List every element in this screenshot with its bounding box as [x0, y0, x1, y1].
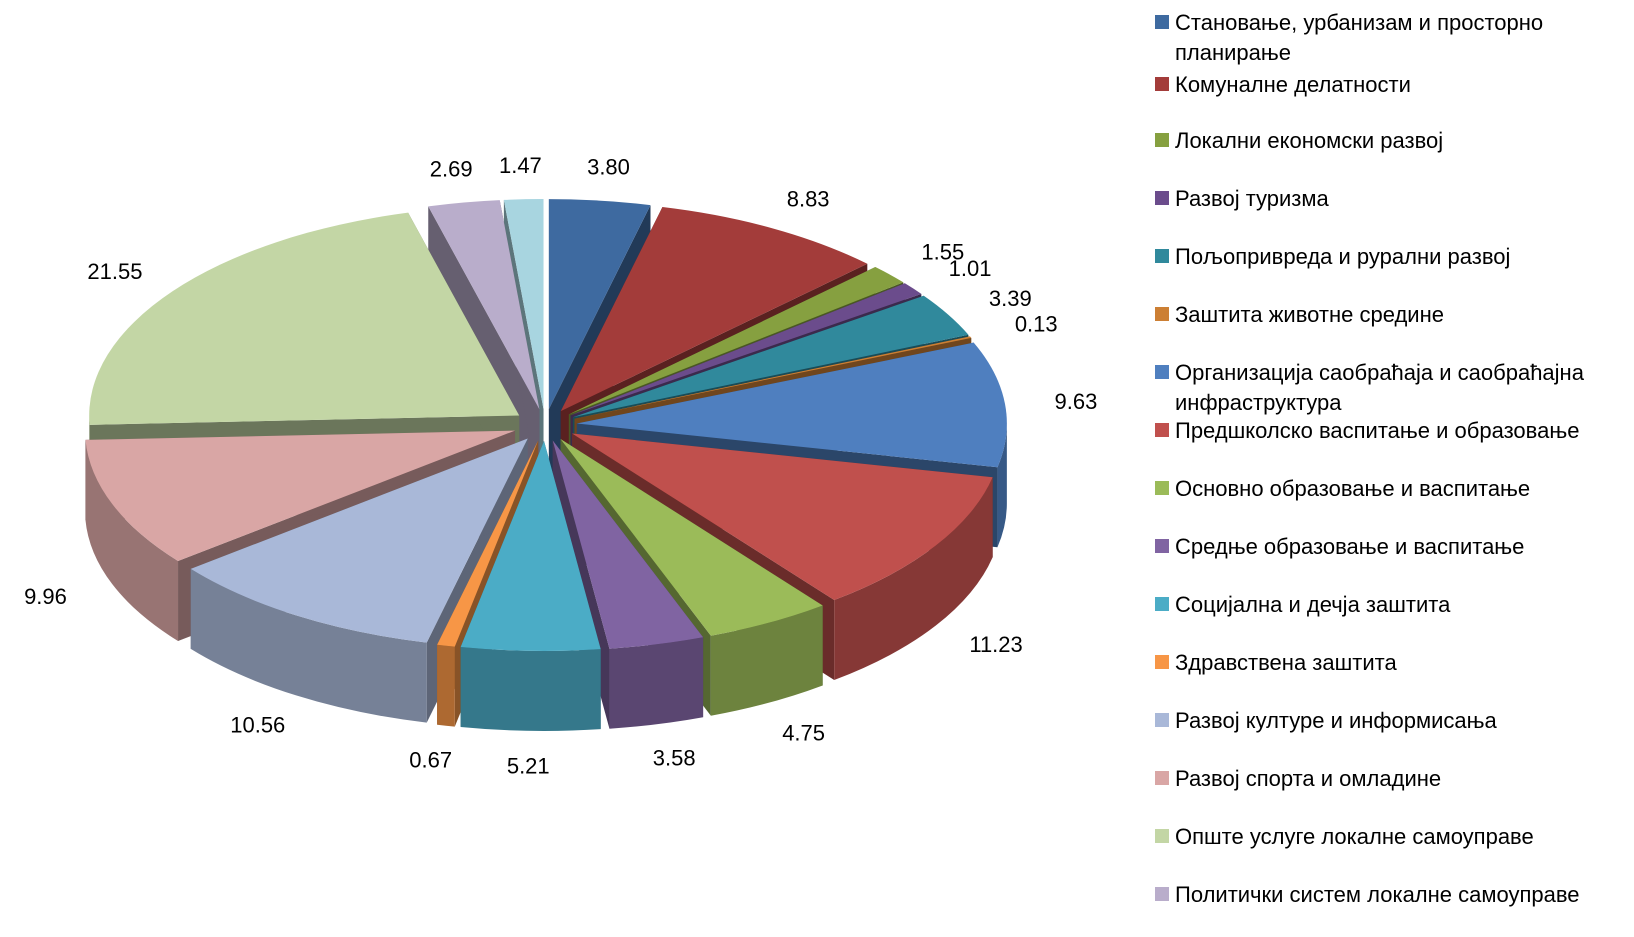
- legend-item: Организација саобраћаја и саобраћајна ин…: [1155, 358, 1625, 418]
- data-label-0: 3.80: [587, 154, 630, 179]
- legend-label: Развој културе и информисања: [1175, 706, 1497, 736]
- legend-label: Развој спорта и омладине: [1175, 764, 1441, 794]
- legend-swatch: [1155, 15, 1169, 29]
- legend-label: Локални економски развој: [1175, 126, 1443, 156]
- pie-chart: 3.80 8.83 1.55 1.01 3.39 0.13 9.63 11.23 4.75 3.5…: [0, 0, 1140, 937]
- legend-label: Основно образовање и васпитање: [1175, 474, 1530, 504]
- legend-item: Основно образовање и васпитање: [1155, 474, 1625, 504]
- legend-swatch: [1155, 829, 1169, 843]
- legend-swatch: [1155, 307, 1169, 321]
- data-label-4: 3.39: [989, 286, 1032, 311]
- data-label-6: 9.63: [1054, 389, 1097, 414]
- legend-item: Развој спорта и омладине: [1155, 764, 1625, 794]
- legend-item: Социјална и дечја заштита: [1155, 590, 1625, 620]
- legend-swatch: [1155, 655, 1169, 669]
- legend-swatch: [1155, 77, 1169, 91]
- data-label-8: 4.75: [782, 721, 825, 746]
- legend-swatch: [1155, 481, 1169, 495]
- pie-chart-svg: 3.808.831.551.013.390.139.6311.234.753.5…: [0, 0, 1140, 937]
- legend-label: Комуналне делатности: [1175, 70, 1411, 100]
- legend-item: Развој туризма: [1155, 184, 1625, 214]
- data-label-7: 11.23: [969, 632, 1022, 657]
- legend-swatch: [1155, 133, 1169, 147]
- legend-label: Здравствена заштита: [1175, 648, 1397, 678]
- legend-item: Предшколско васпитање и образовање: [1155, 416, 1625, 446]
- legend-item: Пољопривреда и рурални развој: [1155, 242, 1625, 272]
- legend-label: Заштита животне средине: [1175, 300, 1444, 330]
- legend-label: Политички систем локалне самоуправе: [1175, 880, 1580, 910]
- legend-swatch: [1155, 365, 1169, 379]
- legend-label: Социјална и дечја заштита: [1175, 590, 1450, 620]
- data-label-10: 5.21: [507, 753, 550, 778]
- data-label-5: 0.13: [1015, 312, 1058, 337]
- legend-swatch: [1155, 249, 1169, 263]
- data-label-13: 9.96: [24, 584, 67, 609]
- legend-item: Опште услуге локалне самоуправе: [1155, 822, 1625, 852]
- legend-label: Предшколско васпитање и образовање: [1175, 416, 1579, 446]
- legend-swatch: [1155, 539, 1169, 553]
- legend-item: Локални економски развој: [1155, 126, 1625, 156]
- data-label-14: 21.55: [87, 259, 142, 284]
- legend-item: Политички систем локалне самоуправе: [1155, 880, 1625, 910]
- legend-label: Опште услуге локалне самоуправе: [1175, 822, 1534, 852]
- data-label-3: 1.01: [949, 256, 992, 281]
- legend-item: Развој културе и информисања: [1155, 706, 1625, 736]
- legend-swatch: [1155, 597, 1169, 611]
- data-label-12: 10.56: [230, 712, 285, 737]
- legend-label: Пољопривреда и рурални развој: [1175, 242, 1510, 272]
- legend-swatch: [1155, 423, 1169, 437]
- legend-swatch: [1155, 771, 1169, 785]
- data-label-16: 1.47: [499, 153, 542, 178]
- legend-item: Заштита животне средине: [1155, 300, 1625, 330]
- data-label-9: 3.58: [653, 746, 696, 771]
- legend-swatch: [1155, 887, 1169, 901]
- legend-item: Здравствена заштита: [1155, 648, 1625, 678]
- legend-label: Становање, урбанизам и просторно планира…: [1175, 8, 1625, 68]
- legend-item: Становање, урбанизам и просторно планира…: [1155, 8, 1625, 68]
- data-label-1: 8.83: [787, 187, 830, 212]
- legend-label: Средње образовање и васпитање: [1175, 532, 1524, 562]
- data-label-11: 0.67: [409, 747, 452, 772]
- legend-swatch: [1155, 713, 1169, 727]
- legend-item: Средње образовање и васпитање: [1155, 532, 1625, 562]
- legend-label: Развој туризма: [1175, 184, 1329, 214]
- legend-label: Организација саобраћаја и саобраћајна ин…: [1175, 358, 1625, 418]
- data-label-15: 2.69: [430, 157, 473, 182]
- legend-swatch: [1155, 191, 1169, 205]
- legend-item: Комуналне делатности: [1155, 70, 1625, 100]
